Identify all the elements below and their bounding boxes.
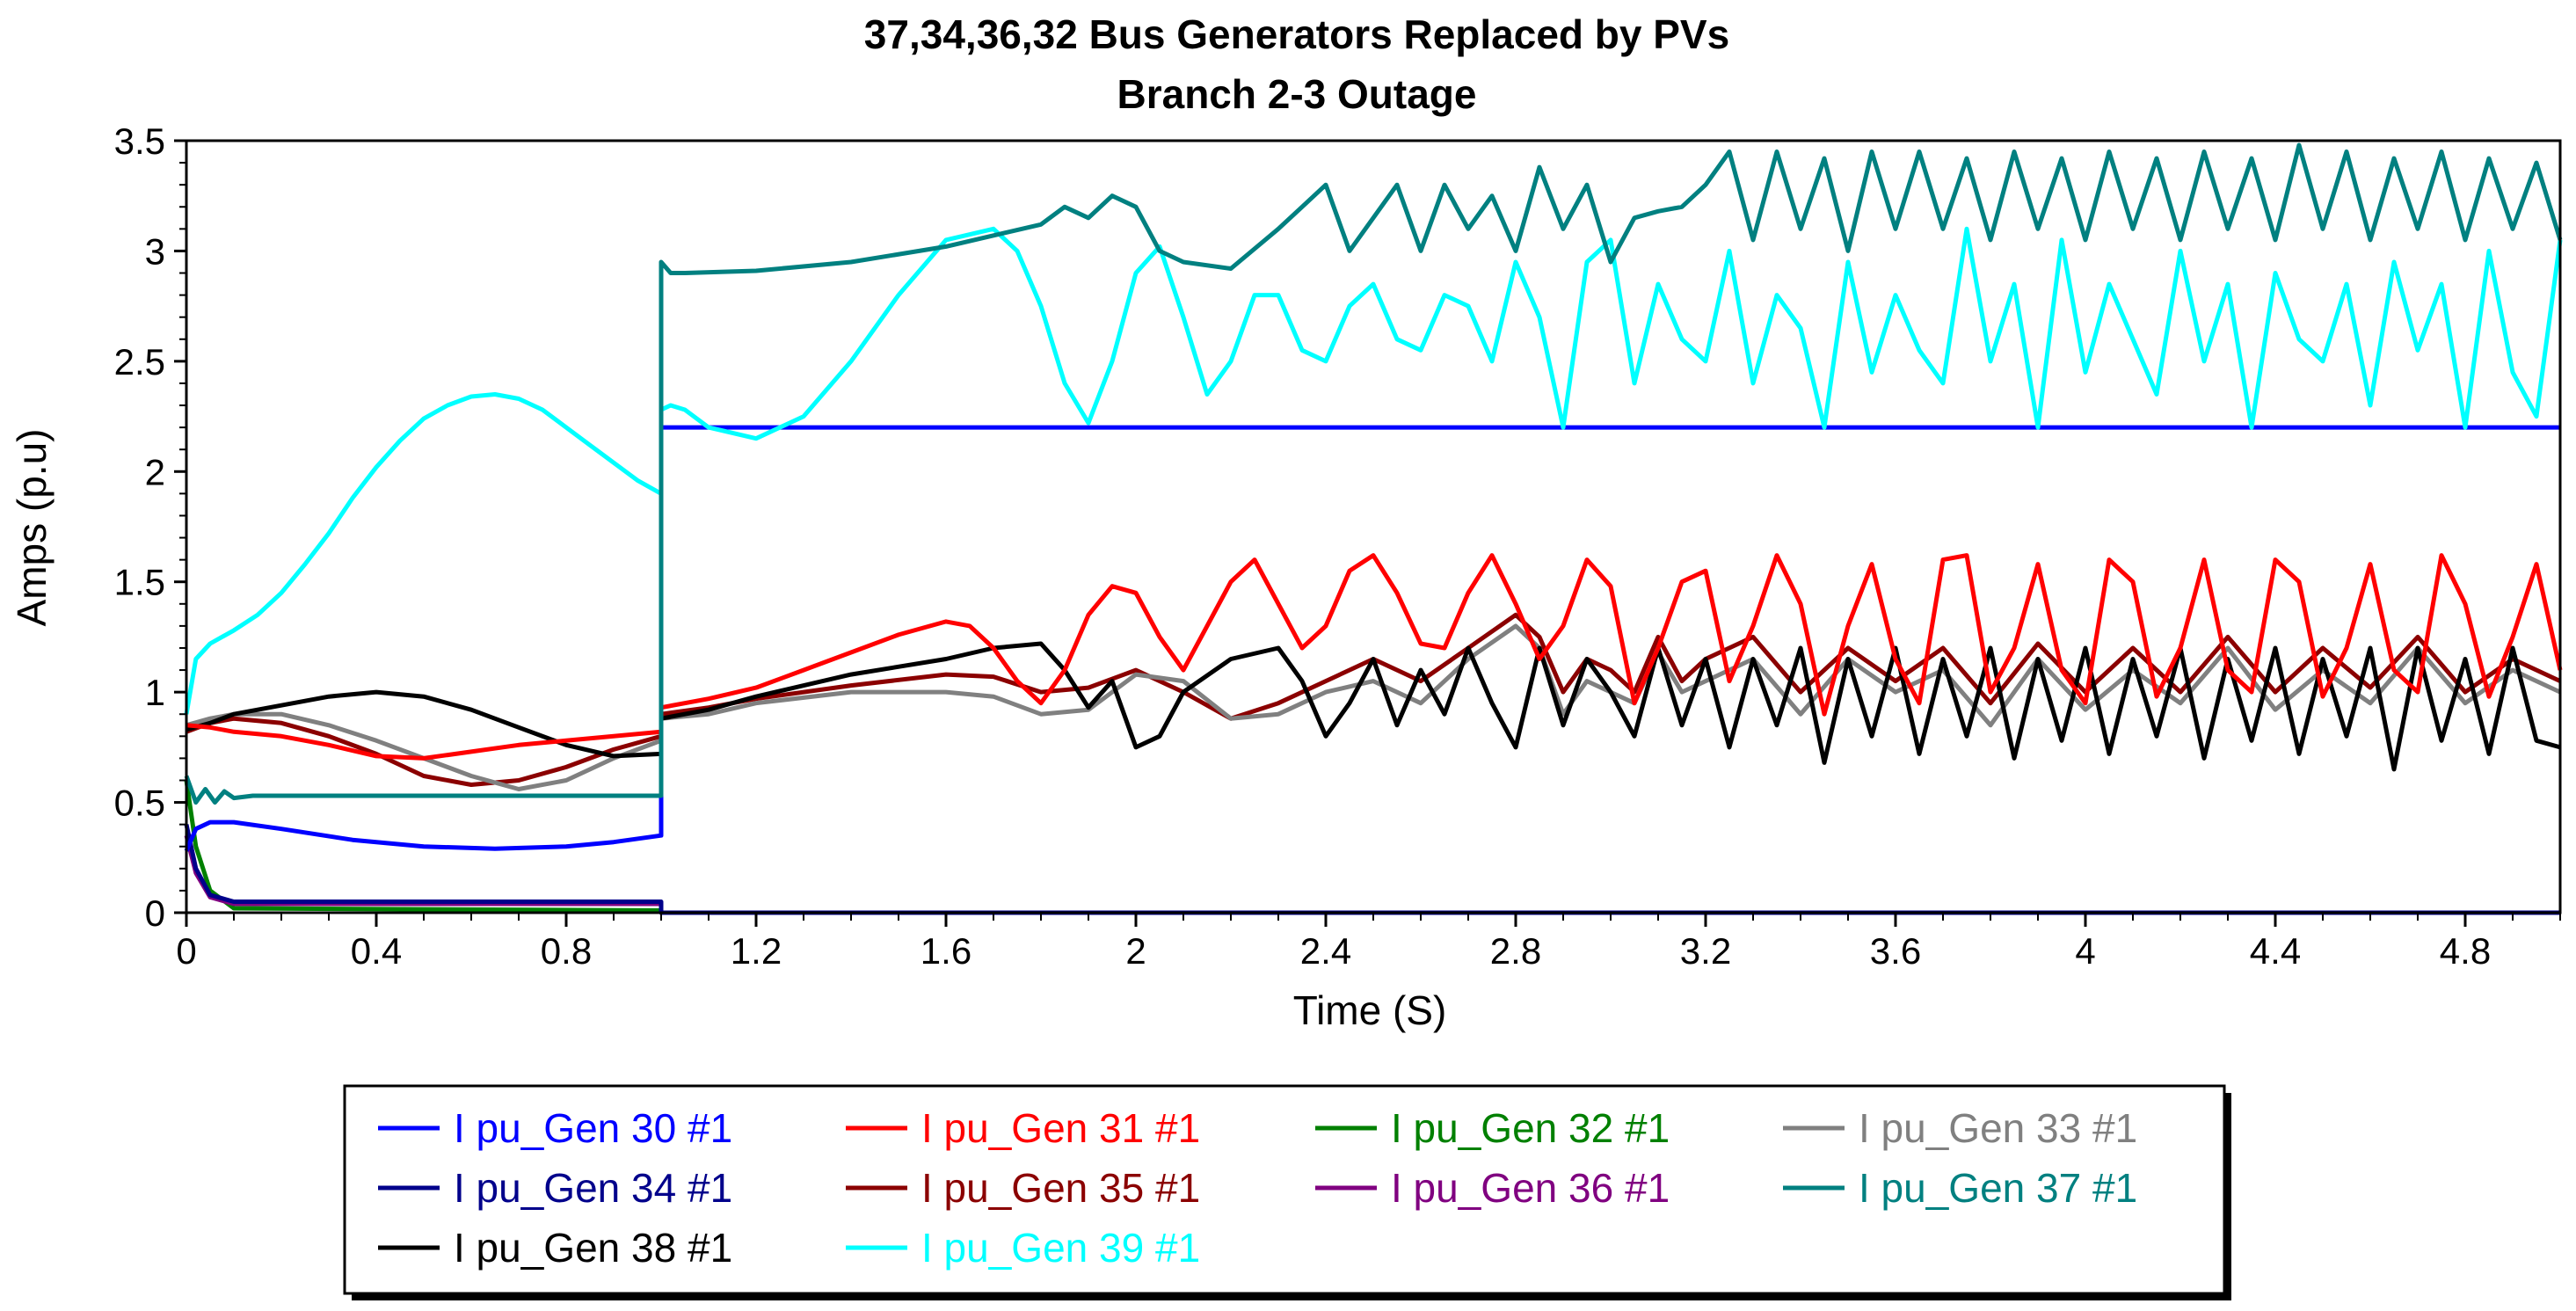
series-line-3 bbox=[186, 623, 2562, 791]
x-tick-label: 2 bbox=[1125, 930, 1146, 972]
x-tick-label: 2.8 bbox=[1490, 930, 1541, 972]
plot-lines bbox=[184, 142, 2563, 915]
series-line-7 bbox=[184, 142, 2563, 805]
x-tick-label: 3.6 bbox=[1870, 930, 1921, 972]
legend-label: I pu_Gen 34 #1 bbox=[454, 1165, 732, 1211]
legend-label: I pu_Gen 39 #1 bbox=[921, 1225, 1200, 1271]
x-tick-label: 0.4 bbox=[351, 930, 402, 972]
x-tick-label: 2.4 bbox=[1300, 930, 1351, 972]
legend-label: I pu_Gen 30 #1 bbox=[454, 1105, 732, 1151]
x-tick-label: 1.2 bbox=[731, 930, 782, 972]
y-tick-label: 3 bbox=[145, 230, 165, 272]
x-tick-label: 4 bbox=[2075, 930, 2095, 972]
legend-label: I pu_Gen 33 #1 bbox=[1859, 1105, 2137, 1151]
y-tick-label: 3.5 bbox=[114, 120, 165, 162]
y-axis-label: Amps (p.u) bbox=[9, 429, 55, 627]
legend-label: I pu_Gen 38 #1 bbox=[454, 1225, 732, 1271]
y-tick-label: 1.5 bbox=[114, 562, 165, 603]
series-line-1 bbox=[186, 553, 2563, 761]
series-line-4 bbox=[184, 824, 2560, 915]
legend-label: I pu_Gen 31 #1 bbox=[921, 1105, 1200, 1151]
chart-title: 37,34,36,32 Bus Generators Replaced by P… bbox=[864, 11, 1729, 57]
legend-label: I pu_Gen 32 #1 bbox=[1391, 1105, 1670, 1151]
legend-label: I pu_Gen 37 #1 bbox=[1859, 1165, 2137, 1211]
x-axis: 0 0.4 0.8 1.2 1.6 2 2.4 2.8 3.2 3.6 4 4.4 4.8 bbox=[176, 913, 2561, 972]
y-tick-label: 1 bbox=[145, 672, 165, 713]
x-tick-label: 1.6 bbox=[921, 930, 971, 972]
x-axis-label: Time (S) bbox=[1293, 987, 1447, 1033]
legend-label: I pu_Gen 36 #1 bbox=[1391, 1165, 1670, 1211]
series-line-9 bbox=[184, 226, 2563, 715]
y-tick-label: 2 bbox=[145, 451, 165, 492]
x-tick-label: 0 bbox=[176, 930, 196, 972]
y-tick-label: 0 bbox=[145, 892, 165, 934]
y-tick-label: 2.5 bbox=[114, 341, 165, 382]
chart-subtitle: Branch 2-3 Outage bbox=[1117, 71, 1477, 117]
y-axis: 0 0.5 1 1.5 2 2.5 3 3.5 bbox=[114, 120, 186, 934]
x-tick-label: 0.8 bbox=[541, 930, 592, 972]
x-tick-label: 4.4 bbox=[2250, 930, 2301, 972]
legend: I pu_Gen 30 #1 I pu_Gen 31 #1 I pu_Gen 32 … bbox=[343, 1084, 2231, 1300]
legend-label: I pu_Gen 35 #1 bbox=[921, 1165, 1200, 1211]
series-line-8 bbox=[186, 641, 2561, 772]
y-tick-label: 0.5 bbox=[114, 783, 165, 824]
x-tick-label: 3.2 bbox=[1680, 930, 1731, 972]
series-line-0 bbox=[184, 425, 2560, 852]
x-tick-label: 4.8 bbox=[2440, 930, 2491, 972]
